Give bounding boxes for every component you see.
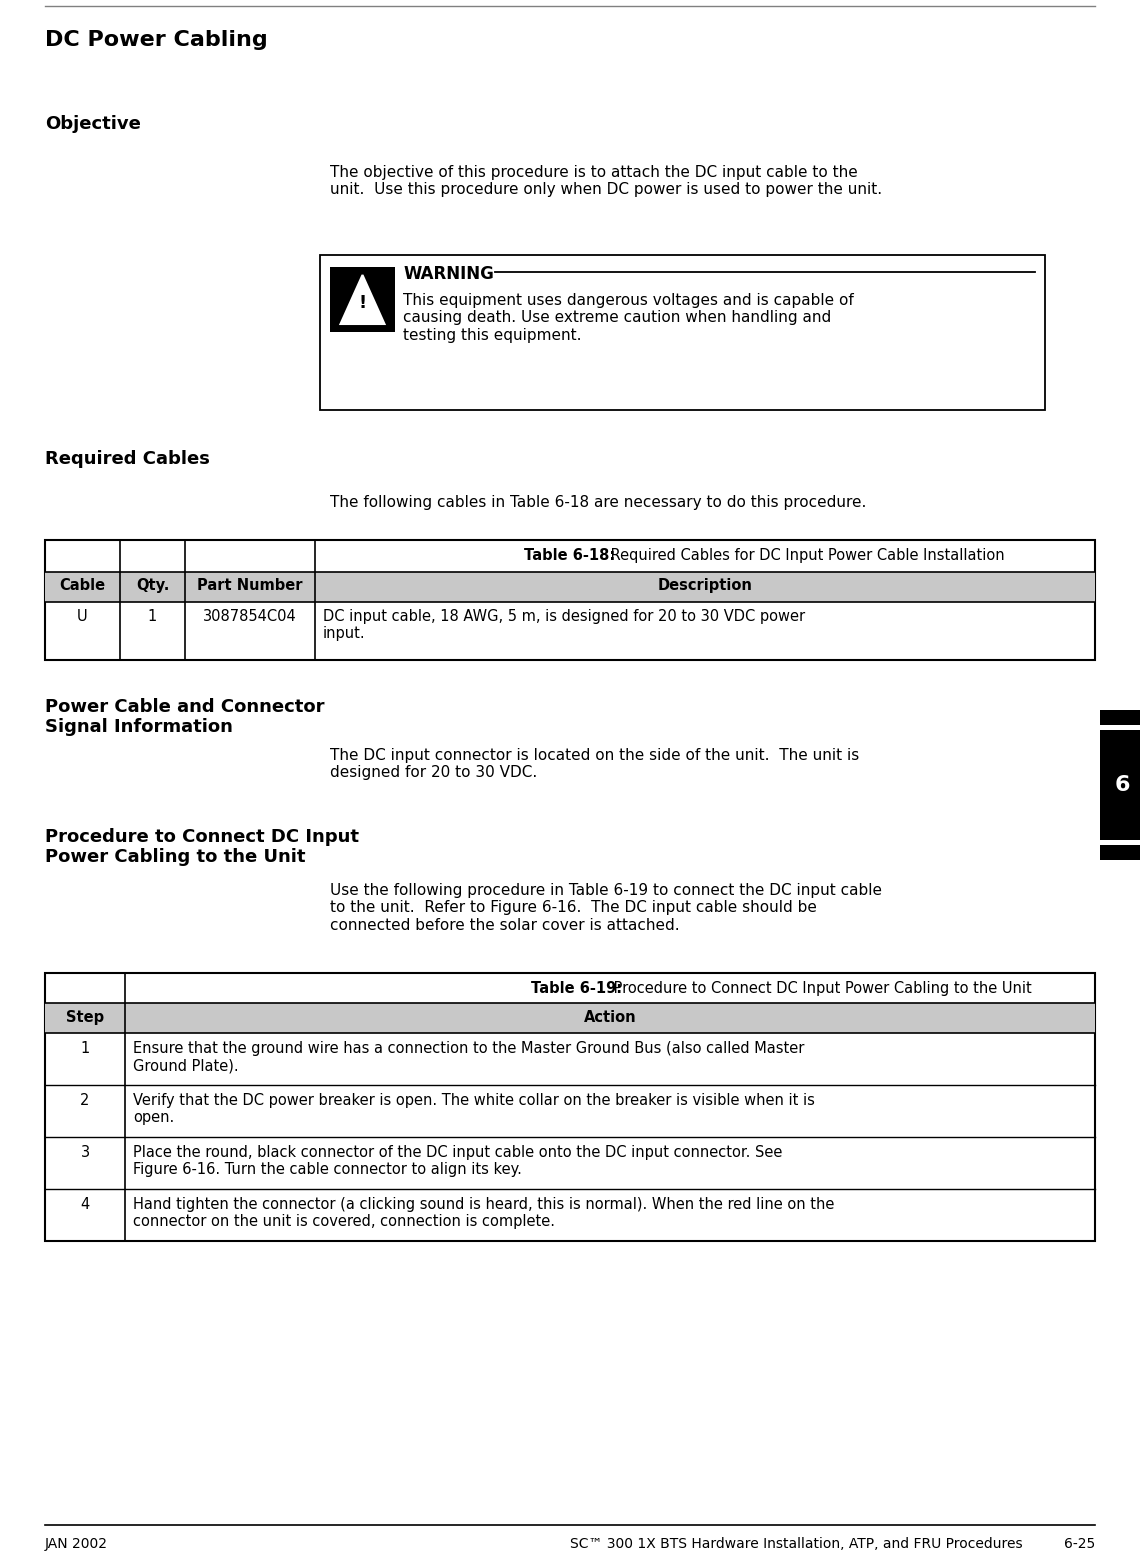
Text: Verify that the DC power breaker is open. The white collar on the breaker is vis: Verify that the DC power breaker is open… xyxy=(133,1092,815,1125)
Bar xyxy=(1100,710,1140,726)
Text: Step: Step xyxy=(66,1010,104,1026)
Text: Signal Information: Signal Information xyxy=(44,718,233,737)
Text: Power Cabling to the Unit: Power Cabling to the Unit xyxy=(44,848,306,866)
Text: Part Number: Part Number xyxy=(197,578,303,594)
Text: JAN 2002: JAN 2002 xyxy=(44,1537,108,1551)
Text: 6-25: 6-25 xyxy=(1064,1537,1096,1551)
Text: Hand tighten the connector (a clicking sound is heard, this is normal). When the: Hand tighten the connector (a clicking s… xyxy=(133,1197,834,1229)
Text: 2: 2 xyxy=(80,1092,90,1108)
Text: Procedure to Connect DC Input: Procedure to Connect DC Input xyxy=(44,828,359,845)
Text: DC Power Cabling: DC Power Cabling xyxy=(44,30,268,50)
Text: Required Cables for DC Input Power Cable Installation: Required Cables for DC Input Power Cable… xyxy=(606,549,1004,563)
Text: 1: 1 xyxy=(81,1041,90,1057)
Text: U: U xyxy=(78,609,88,625)
Text: Ensure that the ground wire has a connection to the Master Ground Bus (also call: Ensure that the ground wire has a connec… xyxy=(133,1041,805,1074)
Text: 4: 4 xyxy=(81,1197,90,1212)
Text: WARNING: WARNING xyxy=(404,266,494,283)
Text: Qty.: Qty. xyxy=(136,578,169,594)
Text: Use the following procedure in Table 6-19 to connect the DC input cable
to the u: Use the following procedure in Table 6-1… xyxy=(329,883,882,932)
Text: Procedure to Connect DC Input Power Cabling to the Unit: Procedure to Connect DC Input Power Cabl… xyxy=(609,981,1032,996)
Text: SC™ 300 1X BTS Hardware Installation, ATP, and FRU Procedures: SC™ 300 1X BTS Hardware Installation, AT… xyxy=(570,1537,1023,1551)
Text: Required Cables: Required Cables xyxy=(44,451,210,468)
Bar xyxy=(44,1002,1096,1033)
Text: 3087854C04: 3087854C04 xyxy=(203,609,296,625)
Text: Action: Action xyxy=(584,1010,636,1026)
Text: !: ! xyxy=(358,294,367,311)
Polygon shape xyxy=(341,275,384,323)
Text: Cable: Cable xyxy=(59,578,106,594)
Text: DC input cable, 18 AWG, 5 m, is designed for 20 to 30 VDC power
input.: DC input cable, 18 AWG, 5 m, is designed… xyxy=(323,609,805,642)
Bar xyxy=(44,539,1096,660)
Text: Power Cable and Connector: Power Cable and Connector xyxy=(44,698,325,716)
Bar xyxy=(320,255,1045,410)
Bar xyxy=(44,572,1096,601)
Text: 1: 1 xyxy=(148,609,157,625)
Bar xyxy=(1100,730,1140,841)
Text: Objective: Objective xyxy=(44,115,141,134)
Bar xyxy=(44,973,1096,1242)
Text: Table 6-19:: Table 6-19: xyxy=(531,981,622,996)
Text: Description: Description xyxy=(658,578,752,594)
Bar xyxy=(1100,845,1140,859)
Text: Table 6-18:: Table 6-18: xyxy=(524,549,616,563)
Text: 3: 3 xyxy=(81,1145,90,1159)
Text: Place the round, black connector of the DC input cable onto the DC input connect: Place the round, black connector of the … xyxy=(133,1145,782,1178)
Text: The objective of this procedure is to attach the DC input cable to the
unit.  Us: The objective of this procedure is to at… xyxy=(329,165,882,197)
Text: 6: 6 xyxy=(1115,775,1130,796)
Text: The following cables in Table 6-18 are necessary to do this procedure.: The following cables in Table 6-18 are n… xyxy=(329,496,866,510)
Text: This equipment uses dangerous voltages and is capable of
causing death. Use extr: This equipment uses dangerous voltages a… xyxy=(404,294,854,343)
Text: The DC input connector is located on the side of the unit.  The unit is
designed: The DC input connector is located on the… xyxy=(329,747,860,780)
Bar xyxy=(329,267,394,333)
